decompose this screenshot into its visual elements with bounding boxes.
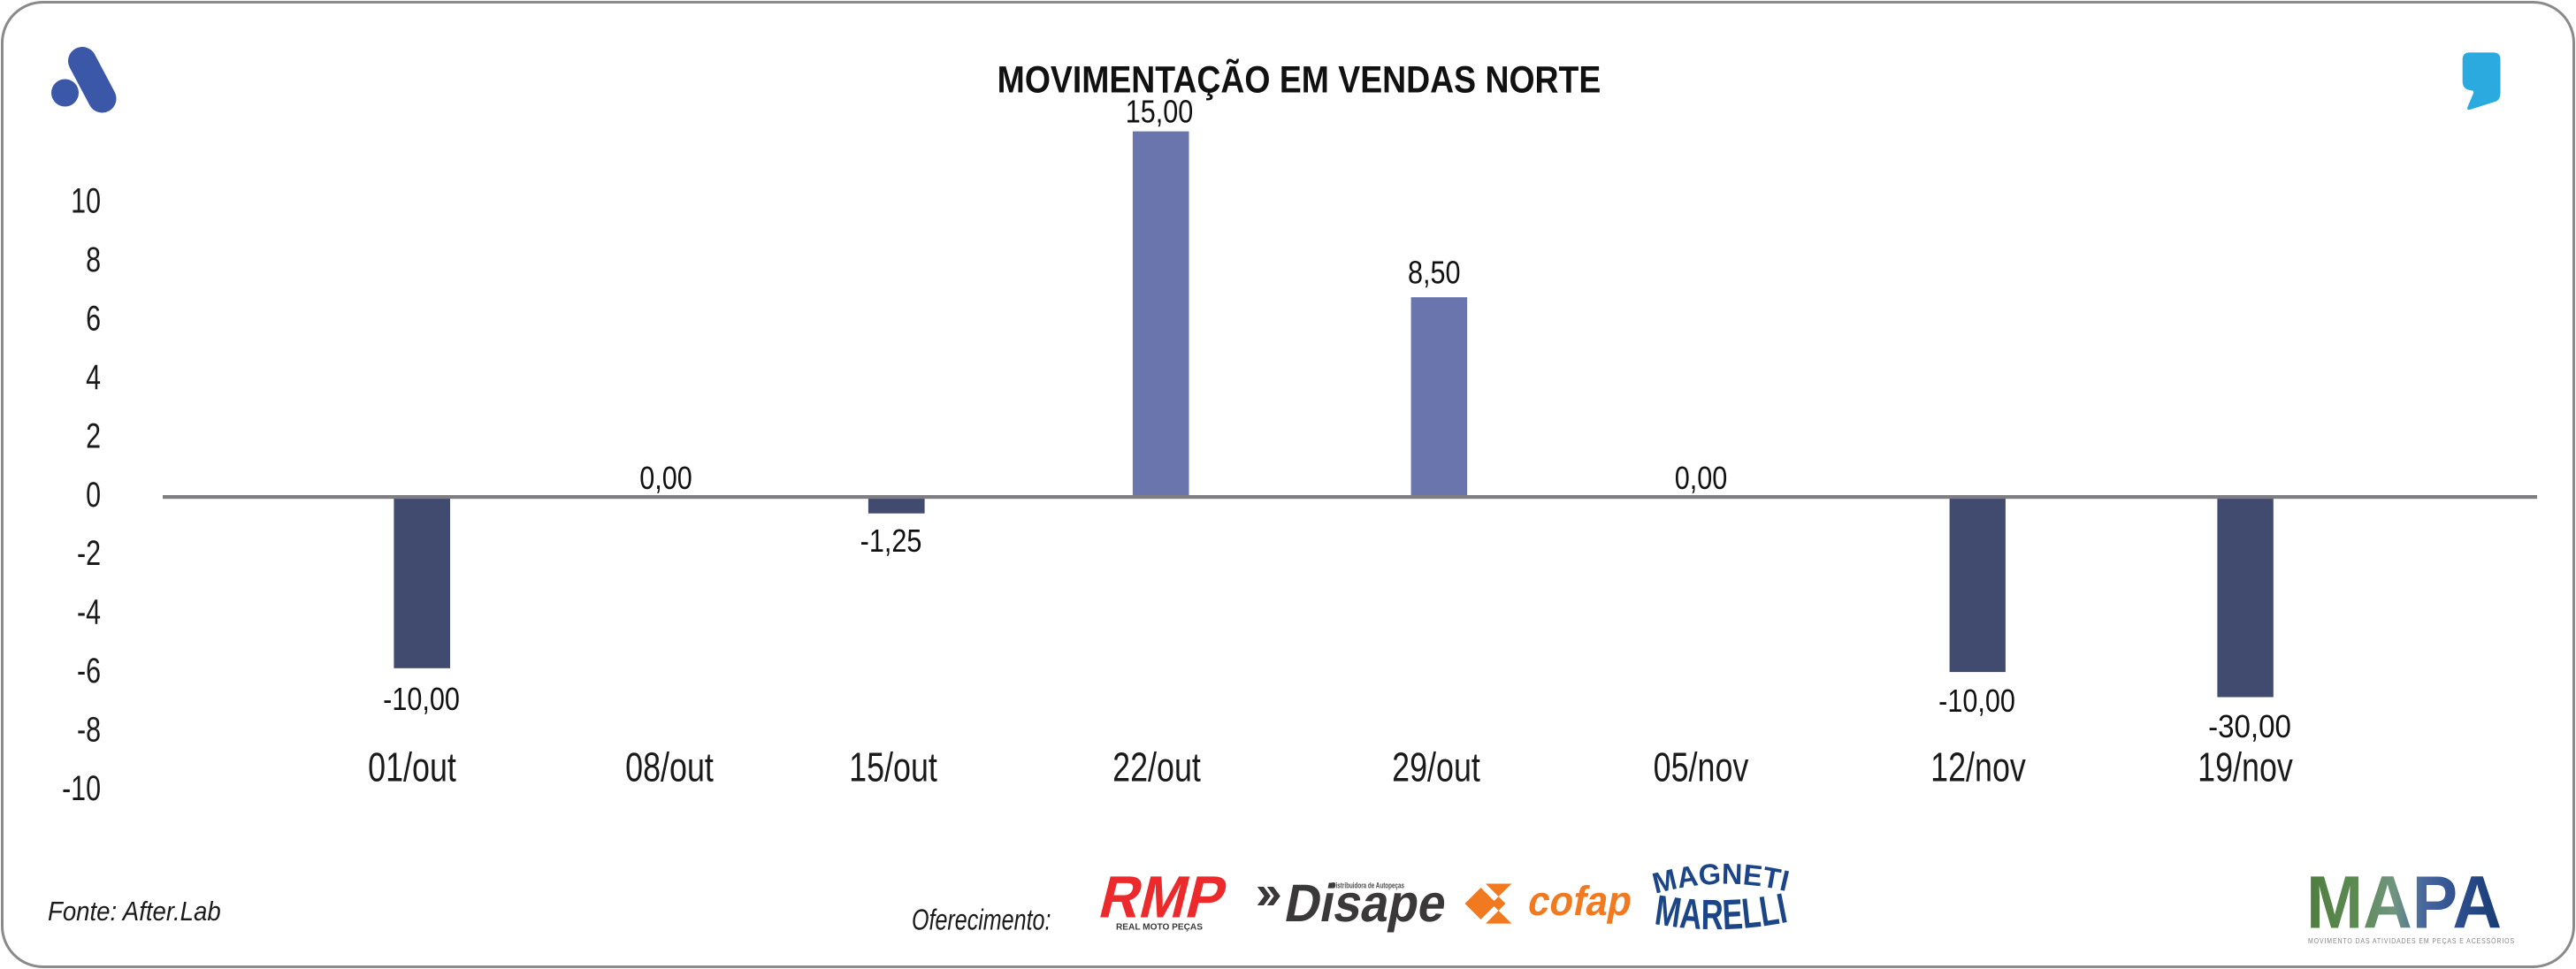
svg-text:15/out: 15/out xyxy=(849,744,937,790)
svg-text:19/nov: 19/nov xyxy=(2198,744,2293,790)
svg-text:0,00: 0,00 xyxy=(639,462,692,497)
svg-text:-6: -6 xyxy=(77,651,101,691)
svg-text:29/out: 29/out xyxy=(1392,744,1480,790)
svg-text:MAPA: MAPA xyxy=(2306,861,2502,944)
svg-text:Oferecimento:: Oferecimento: xyxy=(912,904,1051,936)
svg-text:8: 8 xyxy=(86,240,101,279)
svg-text:6: 6 xyxy=(86,298,101,338)
svg-text:Distribuidora de Autopeças: Distribuidora de Autopeças xyxy=(1332,881,1404,890)
svg-text:Disape: Disape xyxy=(1280,874,1452,934)
svg-text:0: 0 xyxy=(86,475,101,515)
svg-text:12/nov: 12/nov xyxy=(1930,744,2026,790)
svg-text:-1,25: -1,25 xyxy=(860,524,922,560)
svg-text:-30,00: -30,00 xyxy=(2208,710,2291,745)
svg-text:cofap: cofap xyxy=(1525,877,1637,924)
svg-text:22/out: 22/out xyxy=(1112,744,1201,790)
svg-text:MOVIMENTO DAS ATIVIDADES EM PE: MOVIMENTO DAS ATIVIDADES EM PEÇAS E ACES… xyxy=(2308,936,2515,945)
svg-text:8,50: 8,50 xyxy=(1408,256,1461,291)
svg-text:RMP: RMP xyxy=(1093,865,1234,931)
svg-text:10: 10 xyxy=(71,180,101,220)
svg-text:-10: -10 xyxy=(62,768,101,808)
svg-text:08/out: 08/out xyxy=(625,744,714,790)
svg-text:-2: -2 xyxy=(77,533,101,573)
svg-text:05/nov: 05/nov xyxy=(1654,744,1749,790)
svg-text:Fonte: After.Lab: Fonte: After.Lab xyxy=(48,897,221,927)
svg-text:-10,00: -10,00 xyxy=(1938,684,2015,720)
svg-text:-10,00: -10,00 xyxy=(383,683,460,718)
svg-text:-8: -8 xyxy=(77,710,101,750)
svg-text:2: 2 xyxy=(86,416,101,455)
svg-text:15,00: 15,00 xyxy=(1126,95,1194,130)
svg-text:01/out: 01/out xyxy=(368,744,456,790)
svg-text:-4: -4 xyxy=(77,592,101,632)
svg-text:MOVIMENTAÇÃO EM VENDAS NORTE: MOVIMENTAÇÃO EM VENDAS NORTE xyxy=(998,57,1601,101)
svg-text:MARELLI: MARELLI xyxy=(1652,885,1791,939)
svg-text:4: 4 xyxy=(86,357,101,397)
svg-text:REAL MOTO PEÇAS: REAL MOTO PEÇAS xyxy=(1116,922,1203,933)
svg-text:0,00: 0,00 xyxy=(1675,462,1728,497)
